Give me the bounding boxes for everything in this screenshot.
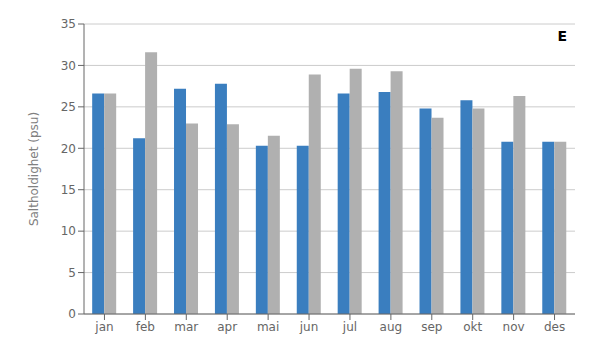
svg-text:5: 5 (68, 266, 76, 280)
svg-text:jun: jun (299, 320, 319, 334)
svg-text:sep: sep (421, 320, 442, 334)
svg-text:jan: jan (94, 320, 113, 334)
svg-text:15: 15 (61, 183, 76, 197)
svg-text:Saltholdighet (psu): Saltholdighet (psu) (27, 112, 41, 226)
svg-text:30: 30 (61, 59, 76, 73)
svg-text:okt: okt (463, 320, 482, 334)
svg-text:mar: mar (174, 320, 198, 334)
svg-text:feb: feb (136, 320, 155, 334)
svg-text:25: 25 (61, 100, 76, 114)
svg-text:nov: nov (503, 320, 525, 334)
svg-text:10: 10 (61, 224, 76, 238)
svg-text:des: des (544, 320, 565, 334)
svg-text:35: 35 (61, 17, 76, 31)
html-text:E: E (557, 28, 567, 44)
svg-text:mai: mai (257, 320, 279, 334)
svg-text:apr: apr (217, 320, 237, 334)
svg-text:aug: aug (380, 320, 403, 334)
svg-text:jul: jul (342, 320, 357, 334)
svg-text:0: 0 (68, 307, 76, 321)
svg-text:20: 20 (61, 142, 76, 156)
